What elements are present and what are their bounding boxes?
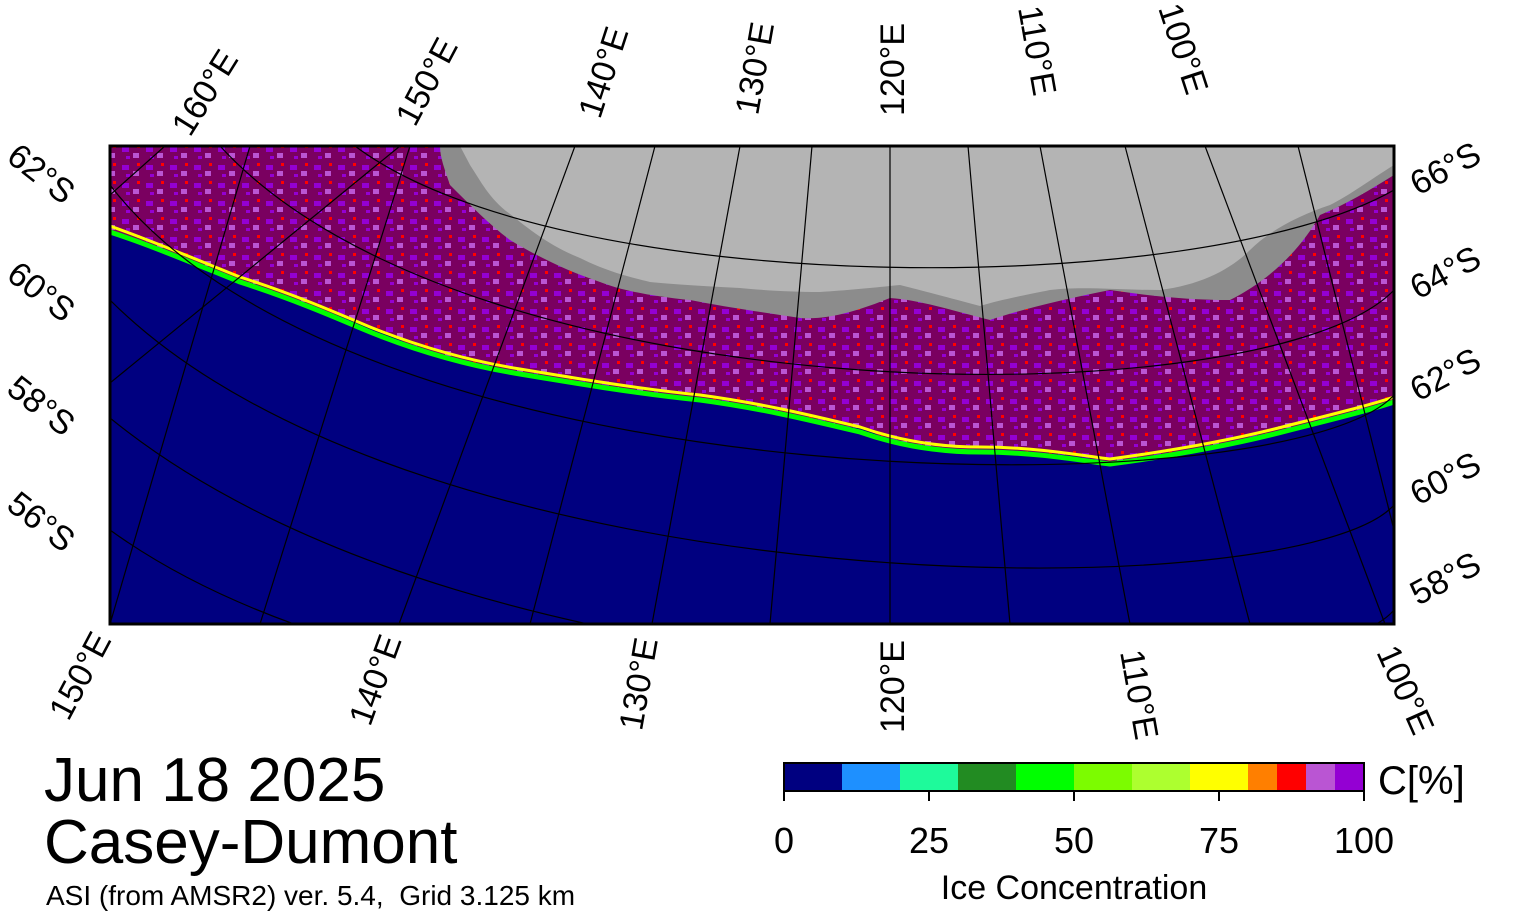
lat-label-left-58: 58°S bbox=[0, 368, 82, 444]
lon-label-top-140: 140°E bbox=[571, 22, 636, 122]
meridian-line bbox=[769, 146, 813, 624]
lon-label-top-100: 100°E bbox=[1150, 0, 1215, 99]
parallel-line bbox=[110, 299, 1394, 569]
colorbar-tick-label: 100 bbox=[1334, 820, 1394, 861]
ice-edge-inner bbox=[110, 224, 1394, 461]
meridian-line bbox=[967, 146, 1011, 624]
lon-label-bottom-100: 100°E bbox=[1369, 640, 1442, 740]
colorbar-swatch bbox=[1306, 763, 1335, 791]
lat-label-right-58: 58°S bbox=[1404, 545, 1487, 613]
colorbar: 0 25 50 75 100 bbox=[774, 762, 1394, 861]
parallel-line bbox=[219, 146, 1394, 376]
colorbar-swatch bbox=[900, 763, 958, 791]
lon-label-top-160: 160°E bbox=[165, 43, 247, 142]
top-longitude-labels: 160°E 150°E 140°E 130°E 120°E 110°E 100°… bbox=[165, 0, 1216, 142]
lon-label-bottom-140: 140°E bbox=[342, 630, 410, 730]
meridian-line bbox=[110, 146, 251, 624]
parallel-line bbox=[110, 417, 1394, 624]
colorbar-swatch bbox=[1016, 763, 1074, 791]
parallel-line bbox=[110, 529, 297, 624]
lon-label-bottom-130: 130°E bbox=[612, 635, 666, 733]
lat-label-left-56: 56°S bbox=[0, 484, 82, 560]
lat-label-right-62: 62°S bbox=[1404, 341, 1487, 409]
lon-label-bottom-110: 110°E bbox=[1112, 647, 1165, 743]
lon-label-top-120: 120°E bbox=[874, 23, 912, 116]
meridian-line bbox=[1297, 146, 1394, 531]
parallel-line bbox=[110, 184, 1394, 466]
colorbar-swatch bbox=[1248, 763, 1277, 791]
lat-label-left-60: 60°S bbox=[0, 254, 82, 330]
colorbar-swatch bbox=[1277, 763, 1306, 791]
antarctic-land bbox=[460, 146, 1394, 306]
colorbar-swatch bbox=[784, 763, 842, 791]
meridian-line bbox=[529, 146, 656, 624]
lon-label-top-110: 110°E bbox=[1010, 3, 1063, 99]
colorbar-swatch bbox=[842, 763, 900, 791]
meridian-line bbox=[259, 146, 411, 624]
colorbar-unit: C[%] bbox=[1378, 759, 1465, 803]
colorbar-title: Ice Concentration bbox=[940, 869, 1208, 907]
lon-label-bottom-120: 120°E bbox=[874, 640, 912, 733]
meridian-line bbox=[1039, 146, 1131, 624]
meridian-line bbox=[651, 146, 741, 624]
meridian-line bbox=[1204, 146, 1386, 624]
meridian-line bbox=[110, 146, 401, 384]
bottom-longitude-labels: 150°E 140°E 130°E 120°E 110°E 100°E bbox=[42, 626, 1441, 743]
graticule-parallels bbox=[110, 146, 1394, 624]
lon-label-bottom-150: 150°E bbox=[42, 626, 119, 726]
ice-edge-outer bbox=[110, 229, 1394, 467]
colorbar-swatch bbox=[958, 763, 1016, 791]
colorbar-tick-label: 25 bbox=[909, 820, 949, 861]
lon-label-top-150: 150°E bbox=[389, 32, 466, 132]
product-description: ASI (from AMSR2) ver. 5.4, Grid 3.125 km bbox=[46, 880, 576, 911]
colorbar-tick-label: 75 bbox=[1199, 820, 1239, 861]
lat-label-right-64: 64°S bbox=[1404, 239, 1487, 307]
meridian-line bbox=[110, 146, 166, 196]
right-latitude-labels: 66°S 64°S 62°S 60°S 58°S bbox=[1404, 135, 1487, 613]
region-label: Casey-Dumont bbox=[44, 808, 458, 877]
parallel-line bbox=[354, 146, 1394, 269]
meridian-line bbox=[1124, 146, 1251, 624]
lat-label-right-60: 60°S bbox=[1404, 445, 1487, 513]
colorbar-swatch bbox=[1335, 763, 1364, 791]
colorbar-tick-label: 0 bbox=[774, 820, 794, 861]
lat-label-right-66: 66°S bbox=[1404, 135, 1487, 203]
colorbar-tick-label: 50 bbox=[1054, 820, 1094, 861]
colorbar-swatch bbox=[1132, 763, 1190, 791]
left-latitude-labels: 62°S 60°S 58°S 56°S bbox=[0, 136, 82, 560]
map-frame bbox=[108, 144, 1396, 626]
lon-label-top-130: 130°E bbox=[728, 19, 782, 117]
colorbar-swatch bbox=[1190, 763, 1248, 791]
colorbar-swatch bbox=[1074, 763, 1132, 791]
lat-label-left-62: 62°S bbox=[0, 136, 82, 212]
date-label: Jun 18 2025 bbox=[44, 746, 386, 815]
